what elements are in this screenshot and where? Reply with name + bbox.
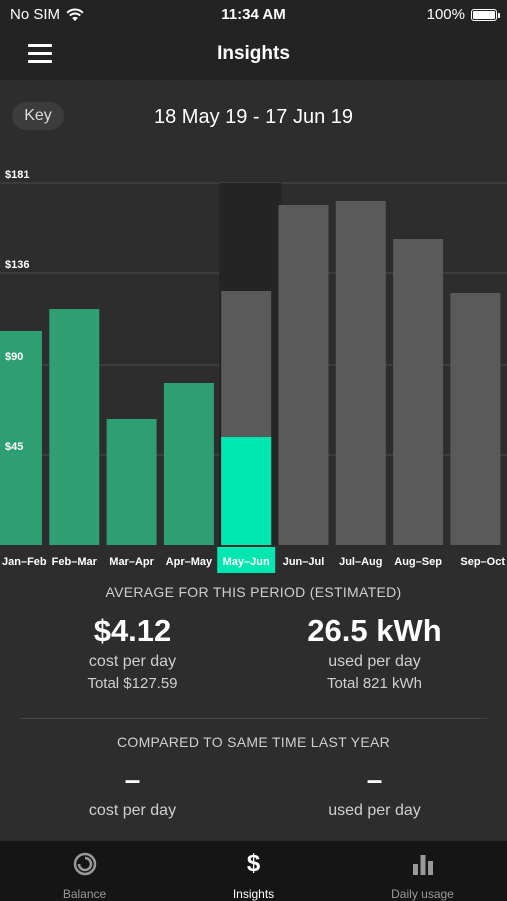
compare-usage-value: – xyxy=(366,764,383,795)
usage-cost-chart[interactable]: $181 $136 $90 $45 Jan–Feb Feb–Mar Mar–Apr Apr–… xyxy=(0,160,507,580)
bar-aug-sep-estimated[interactable] xyxy=(393,239,444,545)
wifi-icon xyxy=(66,8,84,21)
bar-feb-mar[interactable] xyxy=(49,309,100,545)
tab-insights[interactable]: $ Insights xyxy=(169,841,338,901)
dollar-icon: $ xyxy=(246,850,261,877)
bar-selected-actual[interactable] xyxy=(221,437,272,545)
x-category-label[interactable]: Jun–Jul xyxy=(283,556,325,568)
compare-cost-label: cost per day xyxy=(88,802,177,819)
compare-usage-label: used per day xyxy=(328,802,421,819)
y-tick-label: $181 xyxy=(5,169,29,181)
tab-balance-label: Balance xyxy=(62,887,107,901)
average-usage-value: 26.5 kWh xyxy=(307,613,442,648)
tab-daily-usage[interactable]: Daily usage xyxy=(338,841,507,901)
page-title: Insights xyxy=(217,43,290,64)
x-category-label[interactable]: Apr–May xyxy=(166,556,213,568)
compare-cost-stat: – cost per day xyxy=(6,764,259,820)
x-category-label[interactable]: Sep–Oct xyxy=(460,556,505,568)
nav-bar: Insights xyxy=(0,28,507,80)
x-category-label[interactable]: Mar–Apr xyxy=(109,556,154,568)
average-usage-total: Total 821 kWh xyxy=(326,675,423,692)
balance-ring-icon xyxy=(73,852,96,876)
compare-cost-value: – xyxy=(124,764,141,795)
bar-apr-may[interactable] xyxy=(163,383,214,545)
bar-mar-apr[interactable] xyxy=(106,419,157,545)
average-cost-label: cost per day xyxy=(88,653,177,670)
tab-insights-label: Insights xyxy=(232,887,275,901)
bar-jan-feb[interactable] xyxy=(0,331,42,545)
period-range: 18 May 19 - 17 Jun 19 xyxy=(153,106,353,128)
x-category-label[interactable]: Jan–Feb xyxy=(2,556,47,568)
average-usage-label: used per day xyxy=(328,653,421,670)
tab-daily-usage-label: Daily usage xyxy=(391,887,454,901)
x-category-label[interactable]: Aug–Sep xyxy=(394,556,442,568)
battery-icon xyxy=(471,8,500,21)
x-category-label[interactable]: May–Jun xyxy=(223,556,270,568)
hamburger-menu-icon[interactable] xyxy=(28,44,52,64)
x-category-label[interactable]: Feb–Mar xyxy=(52,556,98,568)
x-category-label[interactable]: Jul–Aug xyxy=(339,556,382,568)
average-section-title: AVERAGE FOR THIS PERIOD (ESTIMATED) xyxy=(105,584,402,600)
battery-percent: 100% xyxy=(426,6,465,23)
y-tick-label: $136 xyxy=(5,259,29,271)
compare-section-title: COMPARED TO SAME TIME LAST YEAR xyxy=(116,734,391,750)
tab-bar: Balance $ Insights Daily usage xyxy=(0,840,507,901)
key-button[interactable]: Key xyxy=(12,102,64,130)
status-bar: No SIM 11:34 AM 100% xyxy=(0,0,507,28)
bar-jun-jul-estimated[interactable] xyxy=(278,205,329,545)
status-time: 11:34 AM xyxy=(221,6,286,23)
bar-sep-oct-estimated[interactable] xyxy=(450,293,501,545)
carrier-label: No SIM xyxy=(10,6,61,23)
tab-balance[interactable]: Balance xyxy=(0,841,169,901)
section-divider xyxy=(20,718,487,719)
average-cost-total: Total $127.59 xyxy=(87,675,178,692)
average-cost-value: $4.12 xyxy=(93,613,172,648)
y-tick-label: $45 xyxy=(5,441,23,453)
bar-chart-icon xyxy=(412,855,433,875)
y-tick-label: $90 xyxy=(5,351,23,363)
average-usage-stat: 26.5 kWh used per day Total 821 kWh xyxy=(248,613,501,692)
bar-jul-aug-estimated[interactable] xyxy=(335,201,386,545)
compare-usage-stat: – used per day xyxy=(248,764,501,820)
average-cost-stat: $4.12 cost per day Total $127.59 xyxy=(6,613,259,692)
selected-label-background xyxy=(217,547,276,573)
